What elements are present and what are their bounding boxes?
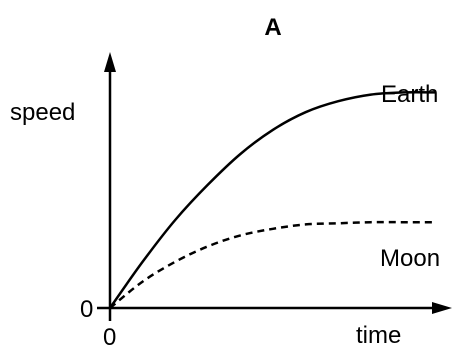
series-line-earth xyxy=(108,90,437,309)
series-line-moon xyxy=(109,220,436,309)
series-label-earth: Earth xyxy=(381,81,438,108)
x-axis-arrowhead xyxy=(432,302,452,314)
x-tick-label-0: 0 xyxy=(103,324,116,351)
y-axis-arrowhead xyxy=(104,52,116,72)
y-tick-label-0: 0 xyxy=(80,296,93,323)
y-axis-label: speed xyxy=(10,99,75,126)
x-axis-label: time xyxy=(356,322,401,349)
series-label-moon: Moon xyxy=(380,245,440,272)
chart-title: A xyxy=(264,14,281,41)
axes xyxy=(97,52,452,321)
series-layer xyxy=(108,90,437,309)
